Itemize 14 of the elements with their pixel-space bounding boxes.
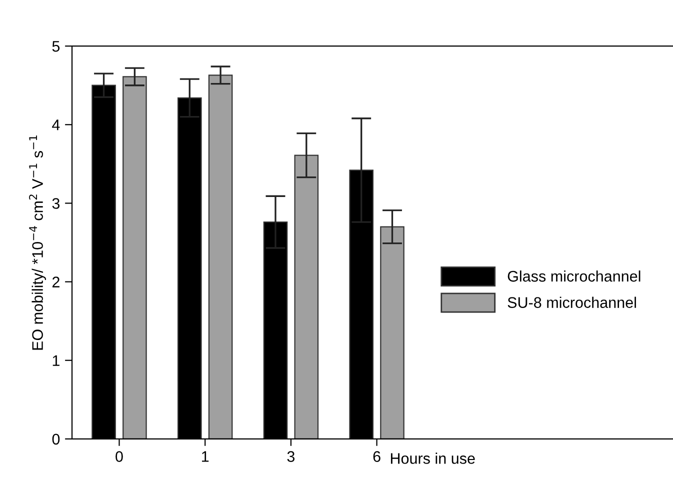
legend-label: Glass microchannel	[508, 270, 640, 282]
y-tick-label: 5	[52, 41, 60, 52]
y-axis-title: EO mobility/ *10$^{−4}$ cm$^{2}$ V$^{−1}$ s$^{−1}$	[29, 136, 46, 350]
y-tick-label: 4	[52, 120, 60, 130]
x-tick-label: 6	[373, 451, 380, 462]
x-tick-label: 3	[287, 451, 295, 462]
y-tick-label: 3	[52, 198, 60, 209]
x-tick-label: 1	[202, 451, 209, 462]
x-axis-title: Hours in use	[390, 452, 475, 464]
y-tick-label: 2	[52, 276, 60, 288]
legend-label: SU-8 microchannel	[508, 296, 636, 308]
x-tick-label: 0	[116, 451, 123, 462]
y-tick-label: 0	[52, 434, 60, 445]
y-tick-label: 1	[52, 355, 60, 366]
